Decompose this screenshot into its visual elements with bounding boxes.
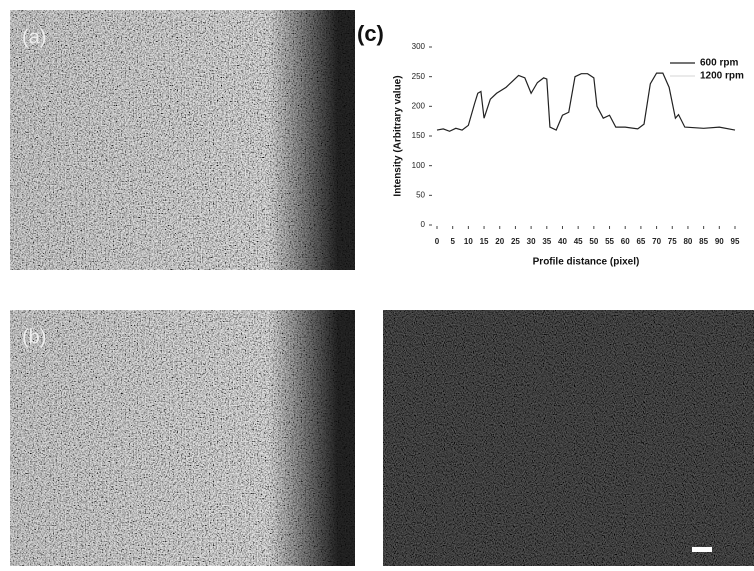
y-tick-label: 0	[421, 220, 426, 229]
x-tick-label: 75	[668, 237, 677, 246]
x-tick-label: 0	[435, 237, 440, 246]
data-line	[436, 72, 736, 132]
legend-label: 600 rpm	[700, 58, 738, 69]
panel-label: (c)	[357, 21, 384, 46]
x-tick-label: 35	[542, 237, 551, 246]
x-tick-label: 50	[589, 237, 598, 246]
y-tick-label: 50	[416, 190, 425, 199]
y-tick-label: 200	[412, 101, 426, 110]
x-axis-label: Profile distance (pixel)	[533, 257, 640, 268]
x-tick-label: 25	[511, 237, 520, 246]
image-dark	[383, 310, 754, 566]
x-tick-label: 20	[495, 237, 504, 246]
panel-label: (b)	[22, 326, 46, 348]
x-tick-label: 70	[652, 237, 661, 246]
x-tick-label: 10	[464, 237, 473, 246]
y-tick-label: 250	[412, 72, 426, 81]
x-tick-label: 30	[527, 237, 536, 246]
x-tick-label: 85	[699, 237, 708, 246]
x-tick-label: 65	[636, 237, 645, 246]
image-b: (b)	[10, 310, 355, 566]
x-tick-label: 45	[574, 237, 583, 246]
image-a: (a)	[10, 10, 355, 270]
x-tick-label: 40	[558, 237, 567, 246]
x-tick-label: 60	[621, 237, 630, 246]
x-tick-label: 80	[683, 237, 692, 246]
panel-label: (a)	[22, 26, 46, 48]
x-tick-label: 90	[715, 237, 724, 246]
y-axis-label: Intensity (Arbitrary value)	[393, 75, 404, 196]
y-tick-label: 300	[412, 42, 426, 51]
legend-label: 1200 rpm	[700, 71, 744, 82]
y-tick-label: 150	[412, 131, 426, 140]
y-tick-label: 100	[412, 161, 426, 170]
x-tick-label: 55	[605, 237, 614, 246]
scale-bar	[692, 547, 712, 552]
x-tick-label: 15	[480, 237, 489, 246]
x-tick-label: 95	[731, 237, 740, 246]
x-tick-label: 5	[450, 237, 455, 246]
